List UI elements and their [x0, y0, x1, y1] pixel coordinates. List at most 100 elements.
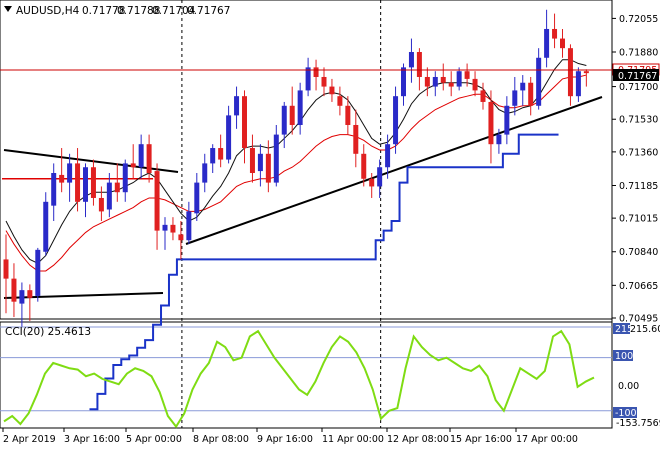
candle	[186, 201, 192, 245]
price-axis: 0.72055 0.71880 0.71700 0.71530 0.71360 0.711…	[612, 14, 660, 325]
candle	[544, 9, 550, 68]
candle-body	[337, 96, 343, 106]
bid-price-label: 0.71767	[618, 71, 657, 82]
candle-body	[305, 67, 311, 91]
cci-minus100-box	[613, 407, 637, 418]
candle-body	[218, 148, 224, 160]
candle-body	[202, 163, 208, 183]
cci-header: CCI(20) 25.4613	[5, 326, 91, 338]
candle	[305, 57, 311, 97]
candle	[67, 153, 73, 202]
candle	[98, 186, 104, 222]
stop-lower-line	[89, 133, 559, 411]
candle	[265, 140, 271, 193]
candle	[83, 163, 88, 218]
price-pane[interactable]	[0, 0, 613, 320]
candle	[345, 96, 351, 135]
candle	[242, 90, 247, 164]
candle-body	[3, 259, 9, 279]
candle	[401, 63, 406, 106]
price-tick-label: 0.70495	[619, 314, 658, 325]
ohlc-close: 0.71767	[187, 5, 230, 17]
candle	[281, 101, 287, 149]
candle	[496, 128, 502, 154]
candle	[432, 71, 438, 97]
candle-body	[106, 182, 112, 210]
candle	[448, 71, 454, 97]
price-tick-label: 0.71880	[619, 48, 658, 59]
candle-body	[456, 71, 462, 87]
chart-header: AUDUSD,H4 0.71778 0.71788 0.71704 0.7176…	[4, 5, 230, 17]
candle-body	[59, 174, 65, 183]
price-tick-label: 0.70840	[619, 247, 658, 258]
time-tick-label: 3 Apr 16:00	[64, 434, 120, 445]
candle-body	[43, 201, 49, 252]
cci-zero-tick: 0.00	[618, 381, 639, 392]
triangle-down-icon[interactable]	[4, 6, 12, 12]
candle	[377, 159, 383, 198]
candle-body	[480, 90, 486, 102]
candle-body	[448, 82, 454, 87]
time-tick-label: 9 Apr 16:00	[257, 434, 313, 445]
candle	[369, 173, 375, 198]
candle-body	[377, 167, 383, 187]
candle	[472, 71, 478, 97]
candle	[178, 221, 184, 260]
candle	[3, 234, 9, 314]
price-tick-label: 0.72055	[619, 14, 658, 25]
time-tick-label: 11 Apr 00:00	[322, 434, 384, 445]
candle-body	[186, 211, 192, 241]
candle	[130, 144, 136, 179]
candle	[552, 13, 558, 49]
candle-body	[528, 82, 534, 106]
candle	[297, 82, 303, 135]
candle	[456, 67, 462, 91]
time-tick-label: 15 Apr 16:00	[450, 434, 512, 445]
ohlc-open: 0.71778	[82, 5, 125, 17]
candle	[162, 217, 168, 250]
candle	[146, 134, 152, 183]
candle-body	[273, 134, 279, 183]
candle-body	[401, 67, 406, 97]
candle	[408, 38, 414, 83]
candle-body	[98, 197, 104, 212]
rising-trendline[interactable]	[185, 96, 603, 245]
cci-label: CCI(20) 25.4613	[5, 326, 91, 338]
cci-level-lines	[0, 326, 612, 412]
candle-body	[552, 28, 558, 39]
bid-price-box	[613, 69, 659, 81]
candle-body	[369, 178, 375, 187]
cci-minus100-tick: -100	[615, 408, 637, 419]
candle-body	[297, 90, 303, 125]
candle-body	[226, 115, 232, 160]
period-separators	[181, 0, 382, 428]
candle-body	[138, 144, 144, 168]
candle	[353, 109, 359, 168]
candle-body	[51, 173, 57, 206]
candle-body	[83, 167, 88, 202]
candle-body	[385, 144, 391, 168]
price-tick-label: 0.71015	[619, 214, 658, 225]
candle	[35, 247, 41, 302]
candle-body	[90, 167, 96, 198]
candle-body	[162, 224, 168, 231]
cci-max-box	[613, 323, 630, 334]
cci-line-group	[3, 329, 595, 429]
candle-body	[154, 171, 160, 231]
candle	[122, 159, 128, 202]
candle-body	[289, 105, 295, 125]
candle	[385, 134, 391, 179]
candle	[512, 76, 518, 116]
candle	[218, 134, 224, 168]
candle-body	[19, 290, 25, 304]
candle	[337, 86, 343, 116]
cci-max-tick: 215.6025	[630, 324, 660, 335]
candle-body	[210, 148, 216, 164]
candle	[321, 67, 327, 97]
candle	[51, 163, 57, 222]
candle	[234, 86, 240, 129]
candle-body	[361, 153, 367, 179]
candle	[90, 159, 96, 206]
